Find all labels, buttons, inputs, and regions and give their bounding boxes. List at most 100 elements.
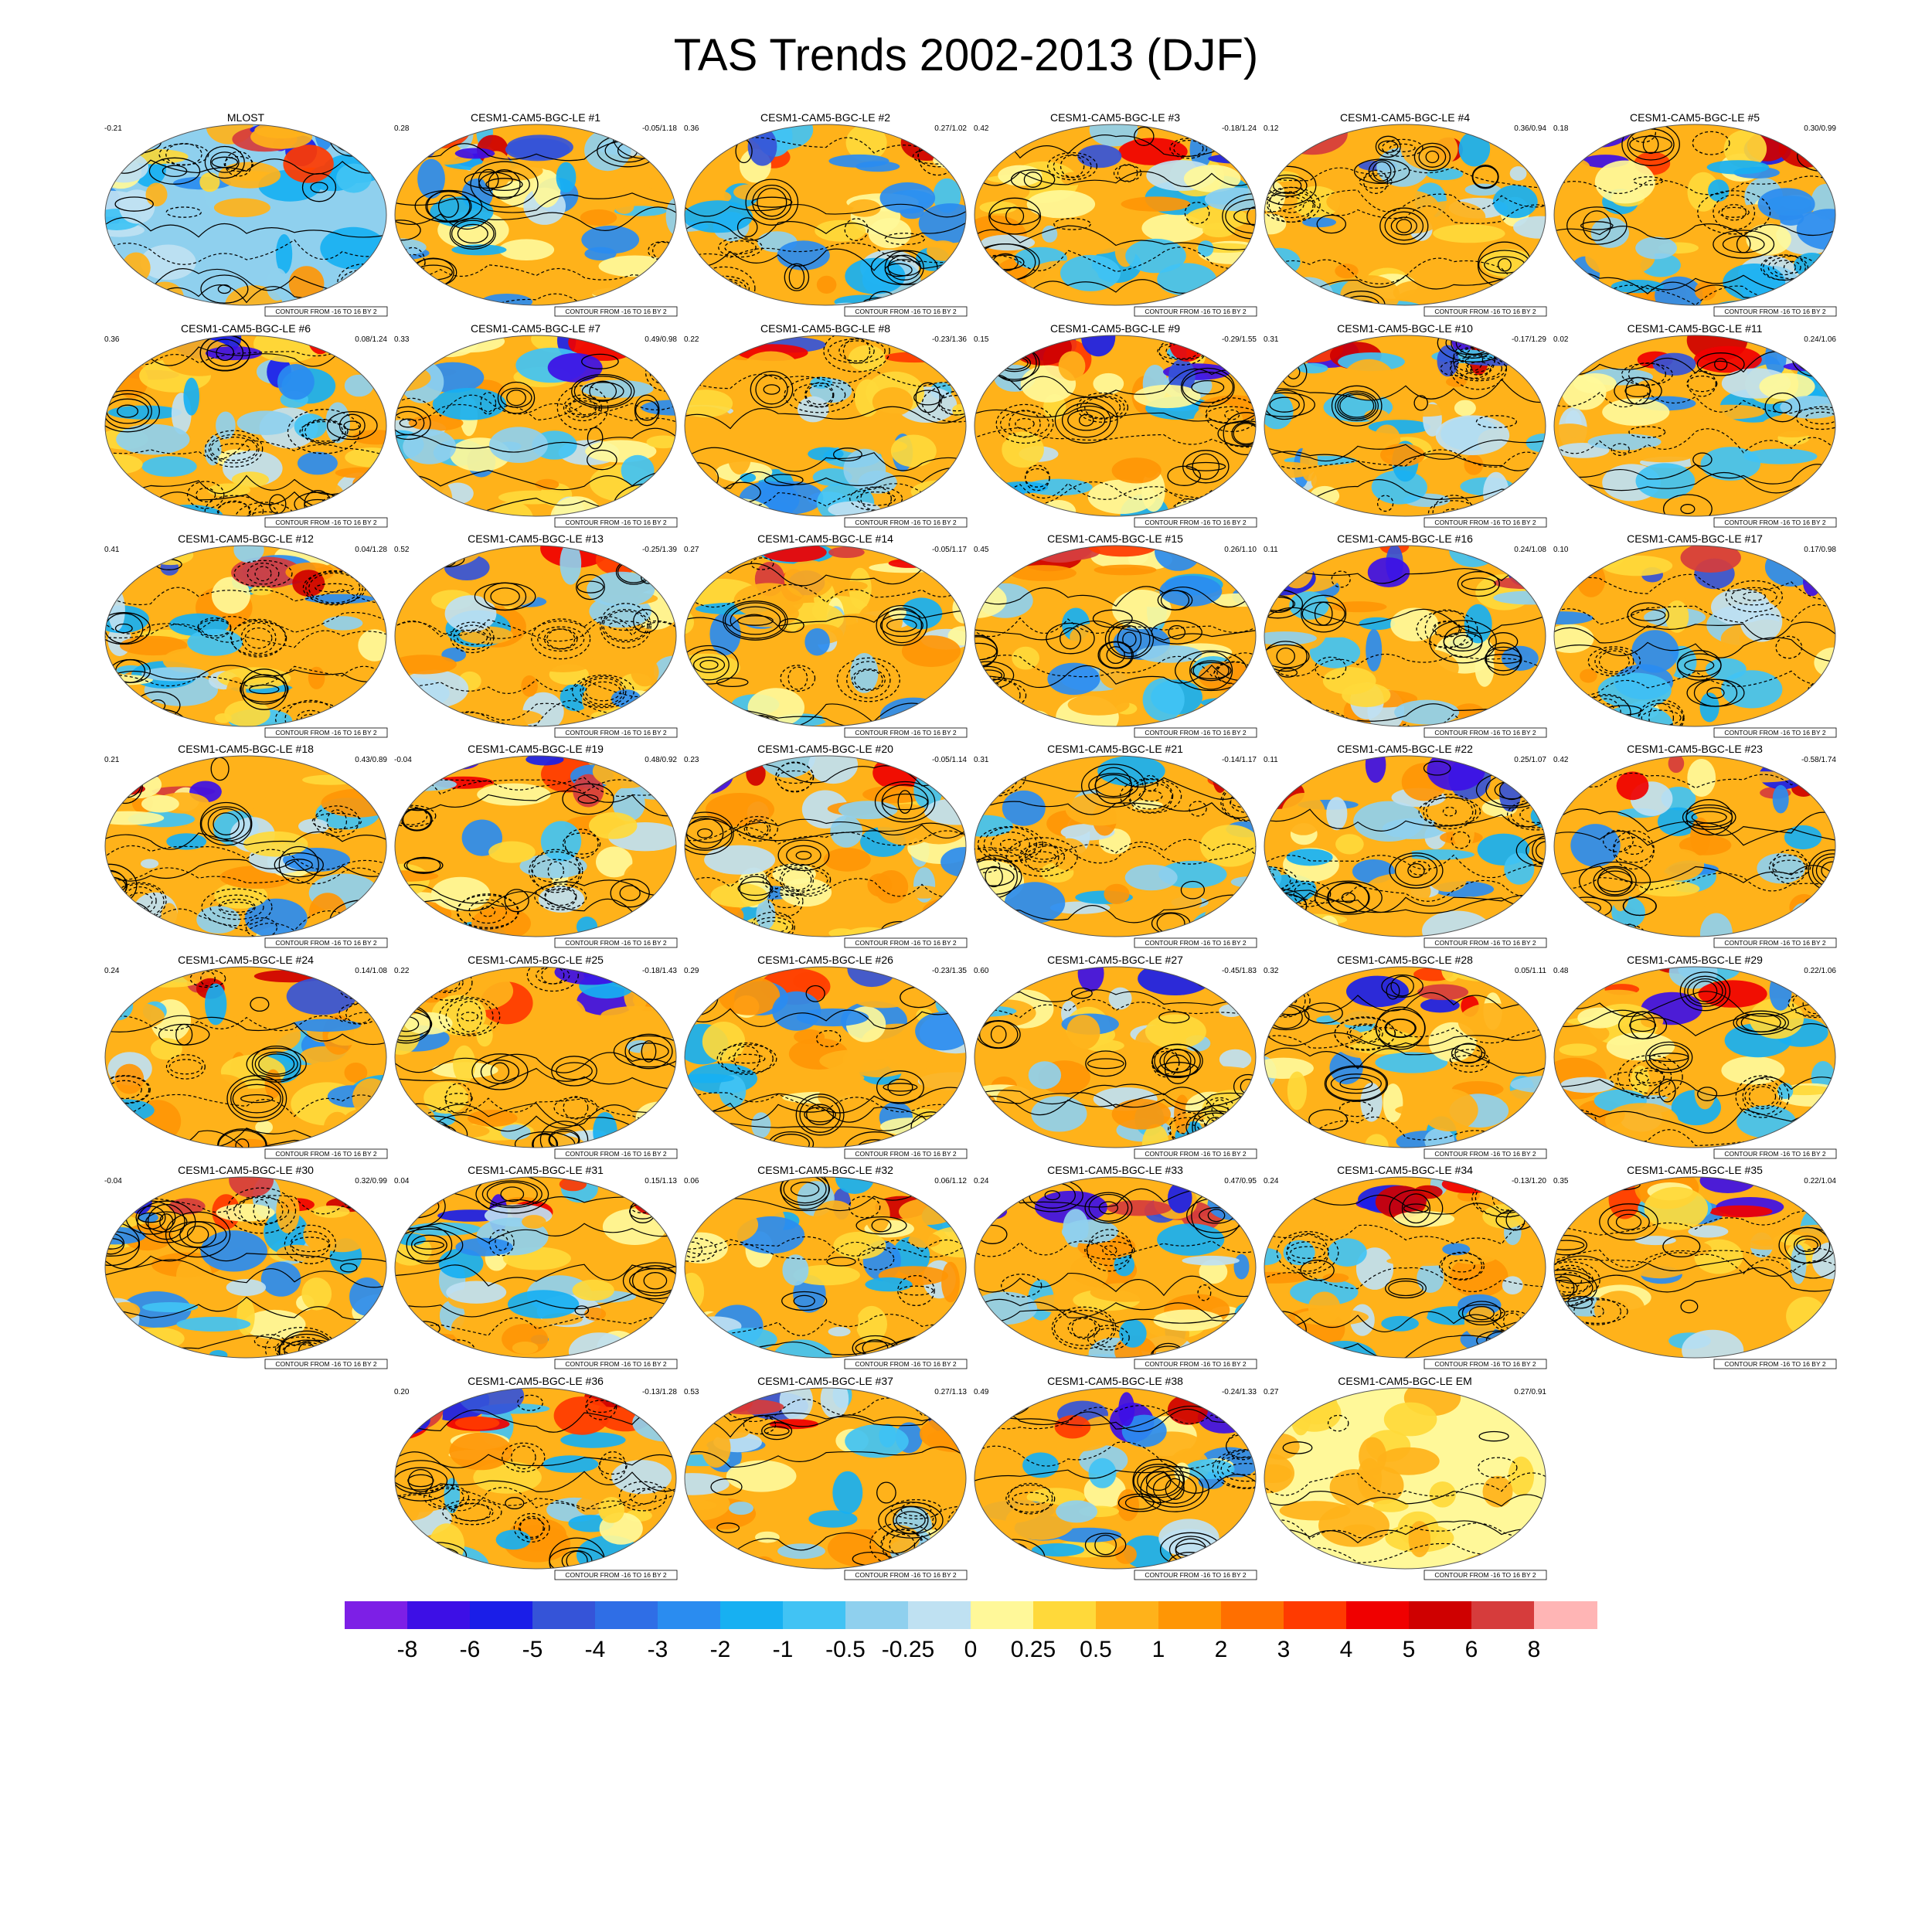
contour-info-text: CONTOUR FROM -16 TO 16 BY 2 xyxy=(855,729,956,736)
panel-right-value: 0.48/0.92 xyxy=(645,756,677,764)
contour-info-box xyxy=(1713,727,1837,738)
map-outline xyxy=(394,755,677,937)
map-panel: CESM1-CAM5-BGC-LE #12 0.41 0.04/1.28 CONTOU… xyxy=(103,533,389,750)
colorbar-tick-label: -0.25 xyxy=(881,1637,935,1662)
contour-info-text: CONTOUR FROM -16 TO 16 BY 2 xyxy=(275,519,376,526)
contour-info-text: CONTOUR FROM -16 TO 16 BY 2 xyxy=(1434,1360,1536,1368)
colorbar-swatch xyxy=(1471,1601,1535,1629)
map-panel-svg: CESM1-CAM5-BGC-LE #21 0.31 -0.14/1.17 CONTO… xyxy=(974,743,1257,948)
map-panel-svg: CESM1-CAM5-BGC-LE #29 0.48 0.22/1.06 CONTOU… xyxy=(1553,954,1836,1159)
contour-info-box xyxy=(844,1570,968,1580)
panel-title: CESM1-CAM5-BGC-LE #37 xyxy=(757,1376,893,1387)
map-panel: CESM1-CAM5-BGC-LE #33 0.24 0.47/0.95 CONTOU… xyxy=(972,1165,1258,1381)
map-panel-svg: CESM1-CAM5-BGC-LE #7 0.33 0.49/0.98 CONTOUR… xyxy=(394,323,677,528)
contour-info-text: CONTOUR FROM -16 TO 16 BY 2 xyxy=(855,1571,956,1579)
panel-right-value: -0.45/1.83 xyxy=(1222,967,1257,975)
map-panel-svg: CESM1-CAM5-BGC-LE #15 0.45 0.26/1.10 CONTOU… xyxy=(974,533,1257,738)
contour-info-box xyxy=(844,1359,968,1369)
contour-info-box xyxy=(554,1359,678,1369)
panel-left-value: -0.04 xyxy=(104,1177,122,1185)
map-panel: CESM1-CAM5-BGC-LE #4 0.12 0.36/0.94 CONTOUR… xyxy=(1262,112,1548,328)
map-panel-svg: CESM1-CAM5-BGC-LE #34 0.24 -0.13/1.20 CONTO… xyxy=(1264,1165,1547,1369)
panel-title: CESM1-CAM5-BGC-LE #35 xyxy=(1627,1165,1763,1176)
map-outline xyxy=(1553,545,1836,727)
contour-info-box xyxy=(1423,727,1547,738)
map-panel: CESM1-CAM5-BGC-LE #30 -0.04 0.32/0.99 CONTO… xyxy=(103,1165,389,1381)
panel-right-value: 0.17/0.98 xyxy=(1804,546,1836,554)
panel-right-value: 0.22/1.04 xyxy=(1804,1177,1836,1185)
contour-info-text: CONTOUR FROM -16 TO 16 BY 2 xyxy=(1724,519,1825,526)
panel-right-value: 0.36/0.94 xyxy=(1514,124,1546,133)
panel-right-value: 0.22/1.06 xyxy=(1804,967,1836,975)
panel-left-value: 0.48 xyxy=(1553,967,1569,975)
panel-right-value: 0.27/1.13 xyxy=(934,1388,967,1396)
panel-left-value: 0.21 xyxy=(104,756,120,764)
contour-info-text: CONTOUR FROM -16 TO 16 BY 2 xyxy=(855,1150,956,1158)
colorbar-swatch xyxy=(345,1601,408,1629)
map-outline xyxy=(104,335,387,517)
colorbar-tick-label: 2 xyxy=(1214,1637,1228,1662)
map-panel: CESM1-CAM5-BGC-LE #29 0.48 0.22/1.06 CONTOU… xyxy=(1552,954,1838,1171)
contour-info-box xyxy=(1423,1359,1547,1369)
contour-info-text: CONTOUR FROM -16 TO 16 BY 2 xyxy=(855,308,956,315)
colorbar-tick-label: -3 xyxy=(647,1637,668,1662)
panel-title: CESM1-CAM5-BGC-LE #22 xyxy=(1337,743,1473,755)
contour-info-box xyxy=(844,937,968,948)
colorbar-swatch xyxy=(1221,1601,1284,1629)
contour-info-box xyxy=(1134,1148,1257,1159)
panel-left-value: 0.32 xyxy=(1264,967,1279,975)
panel-right-value: -0.05/1.18 xyxy=(642,124,677,133)
panel-left-value: 0.33 xyxy=(394,335,410,344)
panel-right-value: 0.14/1.08 xyxy=(355,967,387,975)
contour-info-box xyxy=(264,1148,388,1159)
contour-info-text: CONTOUR FROM -16 TO 16 BY 2 xyxy=(1434,939,1536,947)
contour-info-text: CONTOUR FROM -16 TO 16 BY 2 xyxy=(855,1360,956,1368)
contour-info-text: CONTOUR FROM -16 TO 16 BY 2 xyxy=(1724,1150,1825,1158)
colorbar-tick-label: 8 xyxy=(1527,1637,1541,1662)
panel-title: CESM1-CAM5-BGC-LE #21 xyxy=(1047,743,1183,755)
map-panel-svg: CESM1-CAM5-BGC-LE #27 0.60 -0.45/1.83 CONTO… xyxy=(974,954,1257,1159)
panel-right-value: 0.47/0.95 xyxy=(1224,1177,1257,1185)
map-outline xyxy=(684,966,967,1148)
map-panel: CESM1-CAM5-BGC-LE #19 -0.04 0.48/0.92 CONTO… xyxy=(393,743,679,960)
map-panel-svg: CESM1-CAM5-BGC-LE #18 0.21 0.43/0.89 CONTOU… xyxy=(104,743,387,948)
map-outline xyxy=(974,124,1257,306)
panel-left-value: 0.24 xyxy=(974,1177,989,1185)
panel-left-value: 0.24 xyxy=(104,967,120,975)
map-panel-svg: MLOST -0.21 CONTOUR FROM -16 TO 16 BY 2 xyxy=(104,112,388,317)
panel-right-value: -0.18/1.43 xyxy=(642,967,677,975)
map-outline xyxy=(104,755,387,937)
map-panel-svg: CESM1-CAM5-BGC-LE #2 0.36 0.27/1.02 CONTOUR… xyxy=(684,112,968,317)
map-panel-svg: CESM1-CAM5-BGC-LE #4 0.12 0.36/0.94 CONTOUR… xyxy=(1264,112,1546,317)
panel-right-value: -0.24/1.33 xyxy=(1222,1388,1257,1396)
panel-right-value: 0.27/0.91 xyxy=(1514,1388,1546,1396)
colorbar-swatch xyxy=(1096,1601,1159,1629)
colorbar-swatch xyxy=(595,1601,658,1629)
map-panel: CESM1-CAM5-BGC-LE #22 0.11 0.25/1.07 CONTOU… xyxy=(1262,743,1548,960)
contour-info-box xyxy=(554,727,678,738)
panel-left-value: 0.10 xyxy=(1553,546,1569,554)
map-panel: CESM1-CAM5-BGC-LE #10 0.31 -0.17/1.29 CONTO… xyxy=(1262,323,1548,539)
panel-left-value: 0.36 xyxy=(104,335,120,344)
panel-right-value: -0.17/1.29 xyxy=(1512,335,1546,344)
panel-left-value: -0.04 xyxy=(394,756,412,764)
colorbar-tick-label: 1 xyxy=(1151,1637,1165,1662)
contour-info-text: CONTOUR FROM -16 TO 16 BY 2 xyxy=(1145,519,1246,526)
map-panel: CESM1-CAM5-BGC-LE #6 0.36 0.08/1.24 CONTOUR… xyxy=(103,323,389,539)
contour-info-box xyxy=(1423,1570,1547,1580)
panel-right-value: 0.25/1.07 xyxy=(1514,756,1546,764)
panel-title: CESM1-CAM5-BGC-LE #30 xyxy=(178,1165,314,1176)
panel-left-value: 0.27 xyxy=(1264,1388,1279,1396)
map-panel: CESM1-CAM5-BGC-LE #20 0.23 -0.05/1.14 CONTO… xyxy=(682,743,968,960)
map-outline xyxy=(684,755,967,937)
panel-title: CESM1-CAM5-BGC-LE #23 xyxy=(1627,743,1763,755)
panel-left-value: 0.22 xyxy=(394,967,410,975)
panel-right-value: -0.18/1.24 xyxy=(1222,124,1257,133)
panel-right-value: -0.13/1.28 xyxy=(642,1388,677,1396)
map-outline xyxy=(974,966,1257,1148)
contour-info-box xyxy=(844,306,968,317)
map-panel-svg: CESM1-CAM5-BGC-LE #28 0.32 0.05/1.11 CONTOU… xyxy=(1264,954,1546,1159)
panel-title: CESM1-CAM5-BGC-LE #13 xyxy=(468,533,604,545)
contour-info-text: CONTOUR FROM -16 TO 16 BY 2 xyxy=(1145,1360,1246,1368)
panel-title: CESM1-CAM5-BGC-LE #15 xyxy=(1047,533,1183,545)
